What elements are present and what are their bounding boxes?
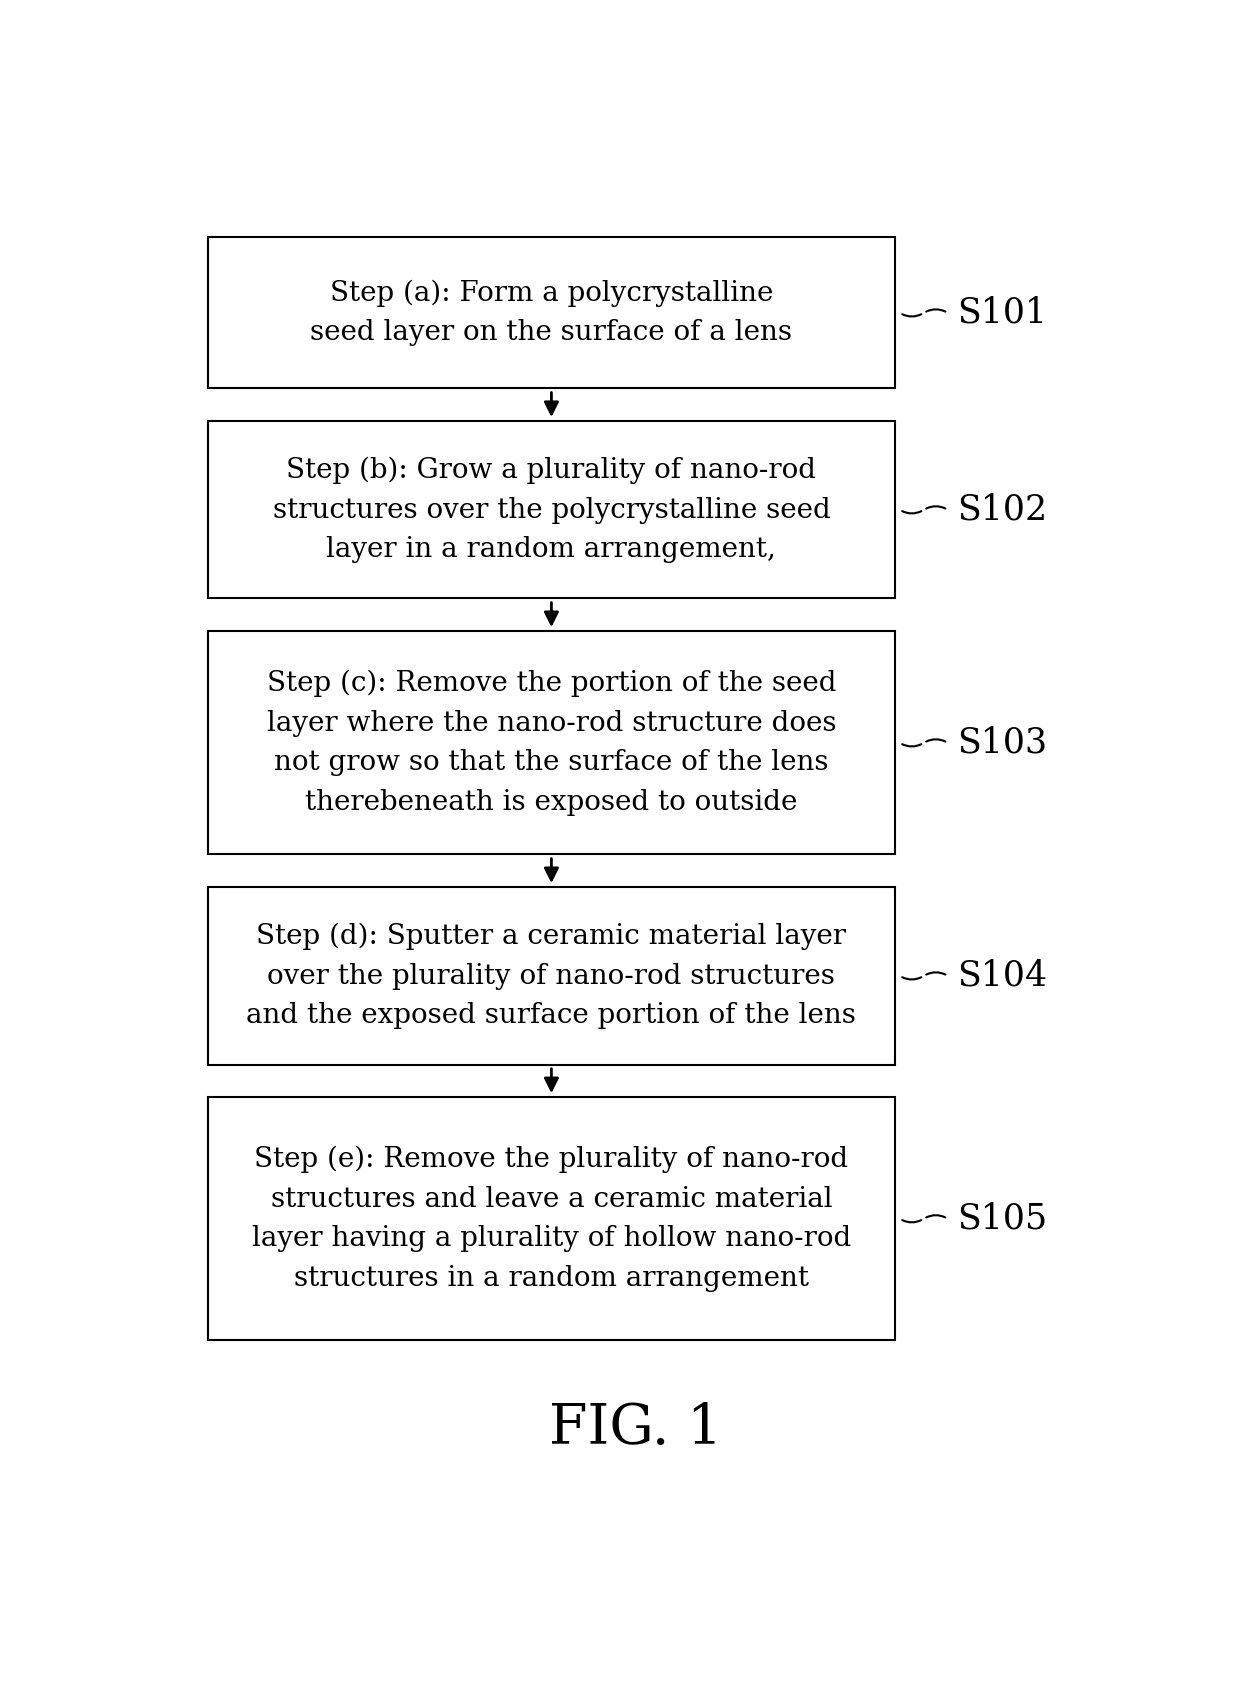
Text: S105: S105 <box>957 1202 1048 1236</box>
Bar <box>208 631 895 854</box>
Text: Step (c): Remove the portion of the seed
layer where the nano-rod structure does: Step (c): Remove the portion of the seed… <box>267 670 836 817</box>
Text: S102: S102 <box>957 493 1048 527</box>
Text: S104: S104 <box>957 958 1048 992</box>
Text: Step (e): Remove the plurality of nano-rod
structures and leave a ceramic materi: Step (e): Remove the plurality of nano-r… <box>252 1146 851 1292</box>
Text: Step (d): Sputter a ceramic material layer
over the plurality of nano-rod struct: Step (d): Sputter a ceramic material lay… <box>247 922 857 1030</box>
Text: Step (a): Form a polycrystalline
seed layer on the surface of a lens: Step (a): Form a polycrystalline seed la… <box>310 280 792 346</box>
Bar <box>208 887 895 1064</box>
Text: FIG. 1: FIG. 1 <box>549 1402 722 1456</box>
Text: S103: S103 <box>957 726 1048 760</box>
Bar <box>208 1098 895 1340</box>
Bar <box>208 237 895 389</box>
Bar <box>208 421 895 598</box>
Text: S101: S101 <box>957 297 1048 329</box>
Text: Step (b): Grow a plurality of nano-rod
structures over the polycrystalline seed
: Step (b): Grow a plurality of nano-rod s… <box>273 457 831 563</box>
